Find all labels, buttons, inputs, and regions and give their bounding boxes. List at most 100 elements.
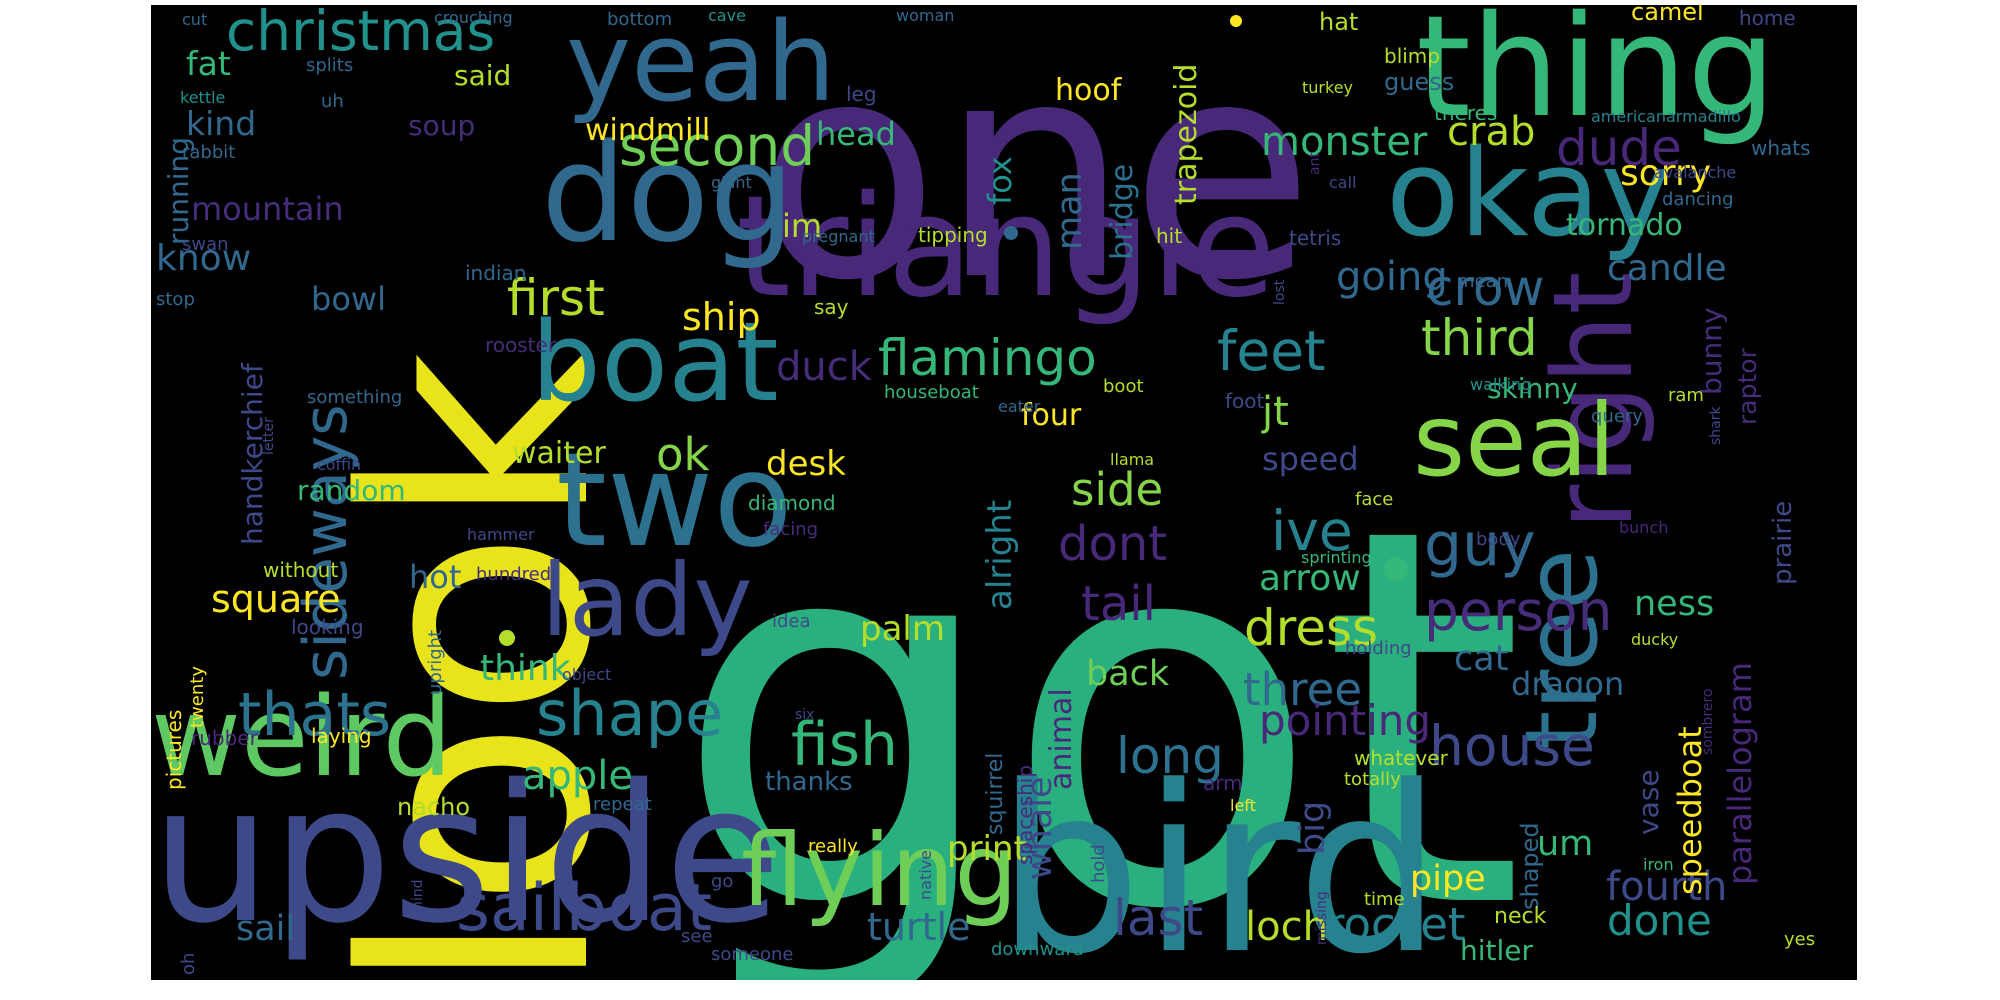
word-um: um xyxy=(1537,824,1593,864)
word-ram: ram xyxy=(1668,385,1704,406)
word-yeah: yeah xyxy=(566,5,836,126)
word-alright: alright xyxy=(980,500,1020,610)
word-bunny: bunny xyxy=(1695,307,1728,395)
word-go: go xyxy=(711,871,733,892)
word-lady: lady xyxy=(541,542,753,659)
word-last: last xyxy=(1113,889,1203,947)
word-guess: guess xyxy=(1384,68,1454,96)
word-coffin: coffin xyxy=(317,455,361,474)
word-ant: ant xyxy=(1307,152,1323,175)
word-something: something xyxy=(307,387,402,408)
word-think: think xyxy=(480,648,571,689)
word-loch: loch xyxy=(1245,904,1328,950)
word-upright: upright xyxy=(425,630,446,695)
glyph-dot xyxy=(1230,15,1242,27)
word-laying: laying xyxy=(311,724,372,748)
word-foot: foot xyxy=(1225,389,1265,413)
word-uh: uh xyxy=(321,91,344,112)
word-hundred: hundred xyxy=(476,564,551,585)
word-body: body xyxy=(1476,529,1521,550)
word-americanarmadillo: americanarmadillo xyxy=(1591,107,1741,126)
word-big: big xyxy=(1293,801,1333,855)
word-arrow: arrow xyxy=(1259,558,1361,599)
word-back: back xyxy=(1086,654,1170,694)
word-dress: dress xyxy=(1244,599,1378,657)
word-flamingo: flamingo xyxy=(878,329,1097,387)
word-missing: missing xyxy=(1314,891,1330,945)
word-prairie: prairie xyxy=(1768,501,1798,585)
word-neck: neck xyxy=(1494,904,1547,929)
word-cat: cat xyxy=(1454,639,1508,679)
word-going: going xyxy=(1336,254,1448,300)
word-swan: swan xyxy=(182,234,229,255)
word-print: print xyxy=(947,829,1027,869)
word-two: two xyxy=(556,424,793,576)
word-one: one xyxy=(756,5,1314,346)
word-shaped: shaped xyxy=(1516,822,1544,910)
word-woman: woman xyxy=(896,6,954,25)
word-duck: duck xyxy=(776,344,873,390)
word-someone: someone xyxy=(711,944,794,965)
word-head: head xyxy=(816,115,896,153)
word-avalanche: avalanche xyxy=(1654,163,1736,182)
word-jt: jt xyxy=(1261,389,1289,435)
word-blimp: blimp xyxy=(1384,44,1440,68)
word-ive: ive xyxy=(1271,499,1353,563)
word-camel: camel xyxy=(1631,5,1704,26)
word-pointing: pointing xyxy=(1259,696,1431,745)
word-indian: indian xyxy=(465,261,526,285)
word-idea: idea xyxy=(772,611,811,632)
word-splits: splits xyxy=(306,55,353,76)
word-thing: thing xyxy=(1416,5,1776,149)
word-really: really xyxy=(808,836,858,857)
word-whatever: whatever xyxy=(1354,746,1449,770)
word-thanks: thanks xyxy=(765,767,853,797)
word-four: four xyxy=(1021,398,1082,433)
word-home: home xyxy=(1739,6,1796,30)
word-twenty: twenty xyxy=(187,666,208,728)
word-fat: fat xyxy=(186,44,231,83)
word-kettle: kettle xyxy=(180,88,225,107)
word-hoof: hoof xyxy=(1055,73,1123,108)
word-kind: kind xyxy=(186,104,256,143)
dots-layer xyxy=(499,15,1408,646)
word-running: running xyxy=(162,137,195,245)
word-ness: ness xyxy=(1634,584,1714,624)
word-said: said xyxy=(454,59,511,92)
word-monster: monster xyxy=(1261,119,1428,165)
word-first: first xyxy=(507,269,605,327)
word-soup: soup xyxy=(408,109,475,142)
word-arm: arm xyxy=(1203,771,1243,795)
word-speedboat: speedboat xyxy=(1671,726,1709,895)
word-crab: crab xyxy=(1447,109,1535,155)
word-call: call xyxy=(1329,173,1357,192)
word-dog: dog xyxy=(541,115,795,272)
word-shark: shark xyxy=(1708,405,1724,445)
word-bird: bird xyxy=(996,738,1442,980)
word-sail: sail xyxy=(236,909,295,949)
word-palm: palm xyxy=(860,609,945,649)
word-handkerchief: handkerchief xyxy=(236,362,269,545)
word-fox: fox xyxy=(981,156,1019,205)
word-got: got xyxy=(673,417,1525,980)
word-houseboat: houseboat xyxy=(884,382,979,403)
word-turkey: turkey xyxy=(1302,78,1353,97)
word-theres: theres xyxy=(1434,101,1497,125)
word-giant: giant xyxy=(711,173,752,192)
word-llama: llama xyxy=(1110,450,1154,469)
word-tornado: tornado xyxy=(1566,208,1683,243)
word-lost: lost xyxy=(1272,279,1288,305)
word-tipping: tipping xyxy=(918,223,988,247)
word-parallelogram: parallelogram xyxy=(1721,662,1759,885)
word-long: long xyxy=(1116,727,1224,785)
word-man: man xyxy=(1050,172,1090,250)
word-bunch: bunch xyxy=(1619,518,1668,537)
word-nacho: nacho xyxy=(397,793,470,821)
word-native: native xyxy=(916,850,935,900)
word-stop: stop xyxy=(156,289,195,310)
word-house: house xyxy=(1429,714,1595,778)
word-holding: holding xyxy=(1345,638,1412,659)
word-spaceship: spaceship xyxy=(1013,765,1037,865)
word-object: object xyxy=(562,665,611,684)
